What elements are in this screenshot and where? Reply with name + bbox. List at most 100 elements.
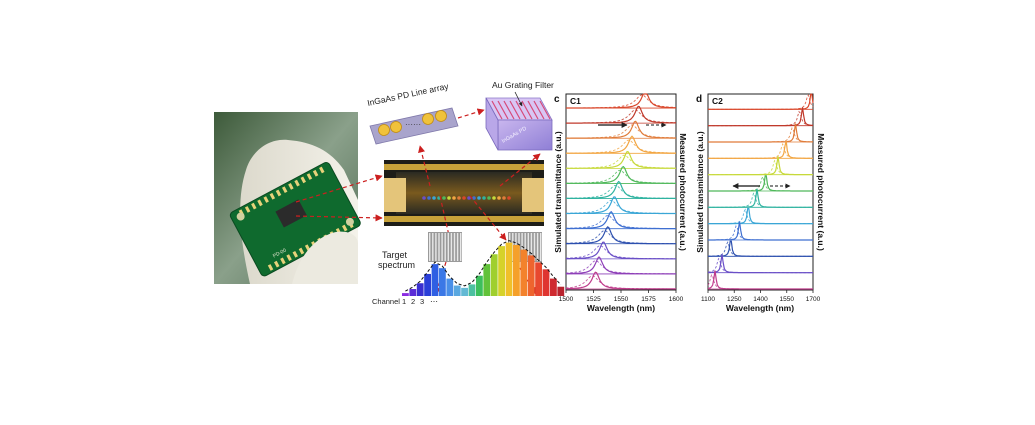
panel-d: d C2 1100 1250 1400 1550 1700 Wavelength (nm… — [695, 93, 826, 313]
spectrum-bar — [439, 268, 446, 296]
measured-curve — [708, 156, 813, 176]
measured-curve — [566, 241, 676, 260]
measured-curve — [708, 93, 814, 110]
measured-curve — [566, 135, 676, 154]
measured-curve — [708, 254, 813, 274]
pd-line-array: InGaAs PD Line array ······ — [366, 81, 459, 145]
panel-d-name: C2 — [712, 96, 723, 106]
chip-pd-dot — [462, 196, 466, 200]
panel-d-ylabel-right: Measured photocurrent (a.u.) — [816, 133, 826, 251]
simulated-curve — [566, 154, 676, 169]
spectrum-envelope — [405, 240, 562, 292]
simulated-curve — [566, 199, 676, 214]
target-spectrum: Target spectrum Channel 1 2 3 ⋯ — [372, 240, 565, 306]
simulated-curve — [566, 109, 677, 124]
measured-curve — [566, 271, 676, 290]
array-dots: ······ — [405, 120, 421, 129]
panel-d-xlabel: Wavelength (nm) — [726, 303, 794, 313]
measured-curve — [708, 175, 813, 192]
chip-pd-dot — [482, 196, 486, 200]
simulated-curve — [566, 169, 676, 184]
channel-number-2: 2 — [411, 297, 415, 306]
panel-d-ticks: 1100 1250 1400 1550 1700 — [701, 290, 821, 303]
simulated-curve — [566, 260, 676, 275]
spectrum-bar — [461, 287, 468, 296]
chip-pd-dot — [457, 196, 461, 200]
spectrum-bar — [490, 254, 498, 296]
chip-pd-dot — [507, 196, 511, 200]
measured-curve — [707, 270, 813, 290]
x-tick-label: 1250 — [727, 296, 742, 303]
measured-curve — [566, 180, 676, 199]
measured-curve — [566, 150, 676, 169]
x-tick-label: 1100 — [701, 296, 715, 303]
panel-c-curves — [565, 93, 677, 290]
sem-inset-left — [428, 232, 462, 262]
channel-number-3: 3 — [420, 297, 424, 306]
chip-package — [275, 199, 307, 228]
measured-curve — [708, 123, 813, 143]
spectrum-bar — [416, 283, 424, 296]
glove-thumb — [292, 231, 358, 284]
target-label-1: Target — [382, 250, 408, 260]
panel-c-name: C1 — [570, 96, 581, 106]
measured-curve — [566, 256, 676, 275]
panel-d-curves — [707, 93, 814, 290]
spectrum-bars — [402, 242, 565, 296]
channel-label: Channel — [372, 297, 400, 306]
panel-c-ticks: 1500 1525 1550 1575 1600 — [559, 290, 684, 303]
panel-c-ylabel-right: Measured photocurrent (a.u.) — [678, 133, 688, 251]
x-tick-label: 1600 — [669, 296, 684, 303]
simulated-curve — [708, 208, 813, 225]
measured-curve — [566, 210, 676, 230]
simulated-curve — [566, 184, 676, 199]
measured-curve — [566, 93, 676, 109]
x-tick-label: 1400 — [753, 296, 768, 303]
spectrum-bar — [557, 286, 565, 296]
simulated-curve — [566, 94, 676, 109]
panel-c-letter: c — [554, 94, 560, 105]
spectrum-bar — [453, 285, 461, 296]
panel-d-letter: d — [696, 94, 702, 105]
measured-curve — [708, 188, 813, 208]
chip-pd-dot — [487, 196, 491, 200]
simulated-curve — [708, 225, 813, 241]
spectrum-bar — [498, 246, 505, 296]
simulated-curve — [708, 110, 814, 127]
simulated-curve — [708, 94, 814, 110]
chip-pd-dot — [432, 196, 436, 200]
chip-pd-dot — [477, 196, 481, 200]
simulated-curve — [565, 245, 676, 260]
spectrum-bar — [513, 244, 520, 296]
spectrum-bar — [520, 249, 528, 296]
simulated-curve — [708, 241, 813, 257]
measured-curve — [566, 105, 676, 124]
spectrum-bar — [468, 284, 476, 296]
measured-curve — [566, 226, 676, 245]
chip-pd-dot — [447, 196, 451, 200]
spectrum-bar — [505, 242, 513, 296]
measured-curve — [708, 140, 813, 159]
chip-pd-dot — [427, 196, 431, 200]
spectrum-bar — [402, 293, 409, 296]
chip-pd-dot — [452, 196, 456, 200]
spectrum-bar — [542, 269, 550, 296]
x-tick-label: 1575 — [641, 296, 656, 303]
simulated-curve — [708, 142, 814, 159]
chip-pd-dot — [422, 196, 426, 200]
measured-curve — [708, 207, 813, 225]
measured-curve — [708, 107, 814, 127]
panel-c: c C1 1500 1525 1550 1575 1600 Wavelength (nm… — [553, 93, 688, 313]
panel-c-xlabel: Wavelength (nm) — [587, 303, 655, 313]
chip-pd-dot — [467, 196, 471, 200]
measured-curve — [566, 196, 676, 215]
spectrum-bar — [431, 264, 439, 296]
x-tick-label: 1500 — [559, 296, 574, 303]
simulated-curve — [566, 124, 676, 139]
spectrum-bar — [409, 289, 417, 296]
filter-label: Au Grating Filter — [492, 80, 554, 90]
x-tick-label: 1700 — [806, 296, 821, 303]
channel-ellipsis: ⋯ — [430, 297, 438, 306]
simulated-curve — [707, 159, 813, 176]
spectrum-bar — [535, 262, 542, 296]
